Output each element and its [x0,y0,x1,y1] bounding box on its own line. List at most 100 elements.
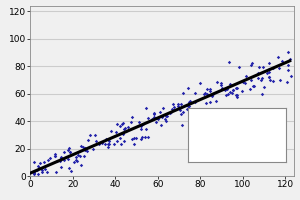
Point [267,70,272,73]
Point [126,126,131,129]
Point [286,68,291,71]
Point [84,149,89,152]
Point [201,92,206,96]
Point [188,99,192,103]
Point [207,90,212,93]
Point [172,106,176,109]
Point [31,160,36,163]
Point [234,93,239,96]
Point [140,135,145,139]
Point [130,115,134,118]
Point [32,172,36,175]
Point [108,129,113,133]
Point [103,143,107,146]
Point [37,162,42,165]
Point [34,169,39,172]
Point [231,89,236,92]
Point [279,59,284,62]
Point [260,76,264,80]
Point [105,146,110,149]
Point [138,127,143,131]
Point [160,115,165,119]
Point [184,108,189,111]
Point [62,150,67,153]
Point [243,82,248,85]
Point [121,132,125,135]
Point [218,83,223,86]
Point [249,62,254,65]
Point [202,91,207,94]
Point [91,147,95,150]
Point [234,94,239,97]
Point [266,76,271,79]
Point [219,82,224,85]
Point [76,153,80,156]
Point [115,139,120,143]
Point [67,151,72,154]
Point [80,146,85,149]
Point [67,146,72,149]
Point [82,155,86,158]
Point [214,80,219,83]
Point [256,76,260,80]
Point [139,125,144,128]
Point [94,140,98,143]
Point [286,51,291,54]
Point [278,79,283,82]
Point [239,90,244,93]
Point [152,116,157,119]
Point [45,171,50,174]
Point [40,170,45,173]
Point [186,104,191,108]
Point [186,104,190,108]
Point [39,168,44,171]
Point [266,61,271,64]
Point [165,115,170,118]
Point [121,139,126,142]
Point [231,89,236,92]
Point [181,92,185,95]
Point [42,167,47,171]
Point [249,79,254,82]
Point [262,85,266,88]
Point [224,93,228,96]
Point [240,81,245,84]
Point [124,129,128,132]
Point [227,83,232,86]
Point [288,58,292,61]
Point [228,90,232,94]
Point [170,107,175,110]
Point [37,166,42,169]
Point [207,100,212,103]
Point [144,107,149,110]
Point [243,75,248,78]
Point [171,102,176,105]
Point [266,67,271,71]
Point [185,87,190,90]
Point [187,100,192,103]
Point [258,78,263,82]
Point [137,120,142,123]
Point [267,76,272,79]
Point [68,169,73,172]
Point [176,105,181,108]
Point [164,115,168,118]
Point [47,156,52,159]
Point [224,87,229,90]
Point [115,122,119,126]
Point [261,65,266,68]
Point [152,112,157,115]
Point [58,156,63,159]
Point [169,111,173,114]
Point [42,160,46,163]
Point [248,87,253,90]
Point [36,173,40,176]
Point [77,154,82,157]
Point [180,110,185,113]
Point [177,108,182,111]
Point [150,117,154,120]
Point [288,74,293,77]
Point [207,88,212,91]
Point [271,67,276,70]
Point [104,137,109,140]
